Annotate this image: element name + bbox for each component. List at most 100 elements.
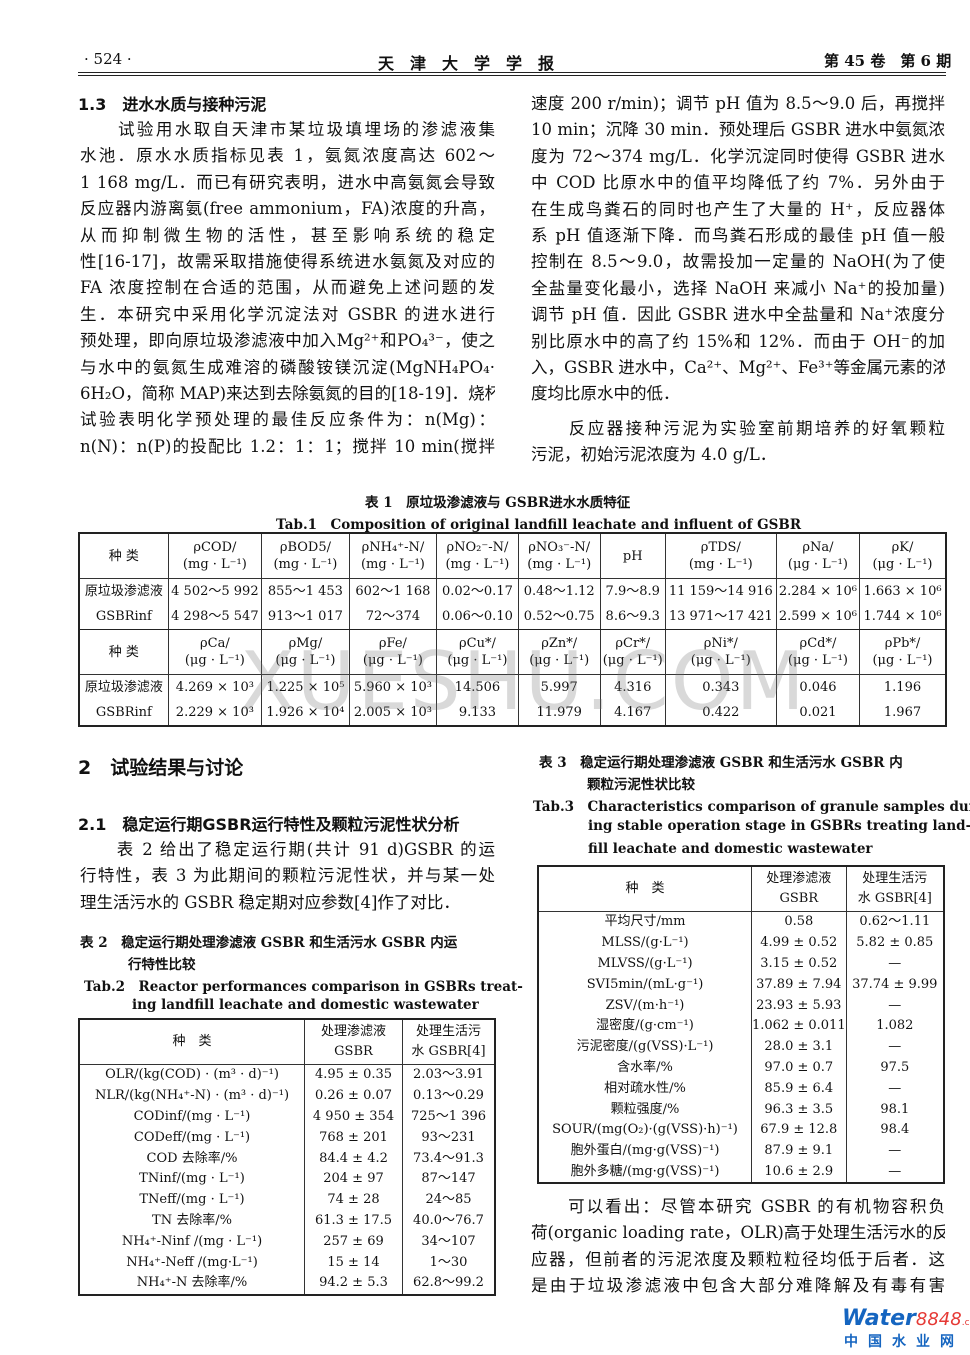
- cell-text: 725～1 396: [410, 1108, 487, 1124]
- cell-text: (μg · L⁻¹): [602, 653, 663, 668]
- table-cell: ρCd*/ (μg · L⁻¹): [775, 629, 861, 675]
- cell-text: ρMg/: [288, 636, 323, 651]
- cell-text: 1～30: [429, 1254, 468, 1270]
- table-cell: 97.0 ± 0.7: [751, 1057, 847, 1079]
- cell-text: 2.005 × 10³: [353, 705, 432, 720]
- table-row: 原垃圾渗滤液 4.269 × 10³ 1.225 × 10⁵ 5.960 × 10³ 1…: [78, 674, 947, 700]
- table-cell: OLR/(kg(COD) · (m³ · d)⁻¹): [78, 1064, 305, 1086]
- text-line: 可以看出：尽管本研究 GSBR 的有机物容积负: [531, 1197, 945, 1216]
- cell-text: ρK/: [891, 540, 914, 555]
- cell-text: TNeff/(mg · L⁻¹): [139, 1192, 245, 1208]
- table-cell: ZSV/(m·h⁻¹): [537, 995, 752, 1016]
- table-cell: 0.422: [664, 700, 777, 726]
- table-cell: 11.979: [517, 700, 601, 726]
- table-cell: 10.6 ± 2.9: [751, 1161, 847, 1184]
- cell-text: CODeff/(mg · L⁻¹): [133, 1129, 251, 1145]
- table-cell: TNeff/(mg · L⁻¹): [78, 1189, 305, 1211]
- table-cell: ρCr*/ (μg · L⁻¹): [599, 629, 666, 675]
- cell-text: NH₄⁺-Ninf /(mg · L⁻¹): [121, 1233, 263, 1249]
- text-line: 生．本研究中采用化学沉淀法对 GSBR 的进水进行: [80, 304, 495, 324]
- table-cell: 602～1 168: [348, 578, 438, 604]
- table1-caption-en: Tab.1 Composition of original landfill l…: [276, 517, 802, 533]
- cell-text: TN 去除率/%: [152, 1212, 232, 1228]
- cell-text: 11 159～14 916: [668, 584, 773, 599]
- table-row: 原垃圾渗滤液 4 502～5 992 855～1 453 602～1 168 0.02～…: [78, 578, 947, 604]
- cell-text: ρCu*/: [459, 636, 496, 651]
- table-cell: ρMg/ (μg · L⁻¹): [261, 629, 350, 675]
- table-row: COD 去除率/% 84.4 ± 4.2 73.4～91.3: [78, 1148, 495, 1169]
- cell-text: 0.06～0.10: [441, 609, 513, 624]
- cell-text: 15 ± 14: [327, 1254, 380, 1270]
- table-cell: 4.269 × 10³: [167, 674, 263, 700]
- cell-text: 水 GSBR[4]: [411, 1044, 486, 1059]
- table-cell: 0.58: [751, 911, 847, 933]
- cell-text: 原垃圾渗滤液: [84, 584, 163, 599]
- table-cell: 8.6～9.3: [599, 604, 666, 630]
- text-line: 10 min；沉降 30 min．预处理后 GSBR 进水中氨氮浓: [531, 120, 945, 140]
- table-row: 含水率/% 97.0 ± 0.7 97.5: [537, 1057, 944, 1079]
- table-row: TN 去除率/% 61.3 ± 17.5 40.0～76.7: [78, 1210, 495, 1232]
- cell-text: 4 298～5 547: [171, 609, 259, 624]
- table-row: 平均尺寸/mm 0.58 0.62～1.11: [537, 911, 944, 933]
- table-cell: ρCOD/ (mg · L⁻¹): [167, 533, 263, 579]
- table-cell: ρNH₄⁺-N/ (mg · L⁻¹): [348, 533, 438, 579]
- cell-text: 4.167: [614, 705, 652, 720]
- cell-text: ρCa/: [200, 636, 230, 651]
- table-cell: 97.5: [845, 1057, 944, 1079]
- table-cell: 37.89 ± 7.94: [751, 974, 847, 996]
- table-cell: 1.744 × 10⁶: [859, 604, 947, 630]
- table-row: 污泥密度/(g(VSS)·L⁻¹) 28.0 ± 3.1 —: [537, 1036, 944, 1058]
- cell-text: 4.269 × 10³: [175, 680, 254, 695]
- table-cell: MLSS/(g·L⁻¹): [537, 932, 752, 954]
- cell-text: 94.2 ± 5.3: [319, 1275, 388, 1291]
- table-cell: 0.021: [775, 700, 861, 726]
- table-cell: 平均尺寸/mm: [537, 911, 752, 933]
- table-cell: 24～85: [402, 1189, 495, 1211]
- cell-text: ρNi*/: [703, 636, 738, 651]
- cell-text: 37.89 ± 7.94: [756, 976, 842, 992]
- table-cell: 98.4: [845, 1119, 944, 1141]
- table-cell: 0.02～0.17: [436, 578, 519, 604]
- table-cell: ρNO₃⁻-N/ (mg · L⁻¹): [517, 533, 601, 579]
- table-cell: CODeff/(mg · L⁻¹): [78, 1127, 305, 1149]
- header-rule: [78, 72, 946, 73]
- table-cell: 0.13～0.29: [402, 1085, 495, 1107]
- cell-text: 97.0 ± 0.7: [764, 1059, 834, 1075]
- cell-text: MLVSS/(g·L⁻¹): [597, 955, 693, 971]
- cell-text: 胞外多糖/(mg·g(VSS)⁻¹): [570, 1163, 720, 1179]
- table2-caption-en: Tab.2 Reactor performances comparison in…: [84, 979, 523, 995]
- cell-text: MLSS/(g·L⁻¹): [601, 935, 689, 951]
- cell-text: 处理渗滤液: [766, 871, 832, 886]
- table-cell: 2.284 × 10⁶: [775, 578, 861, 604]
- table-cell: ρK/ (μg · L⁻¹): [859, 533, 947, 579]
- table-row: 胞外多糖/(mg·g(VSS)⁻¹) 10.6 ± 2.9 —: [537, 1161, 944, 1184]
- table-cell: 96.3 ± 3.5: [751, 1099, 847, 1120]
- cell-text: (μg · L⁻¹): [872, 557, 933, 572]
- journal-title: 天 津 大 学 学 报: [378, 54, 555, 73]
- cell-text: 37.74 ± 9.99: [852, 976, 938, 992]
- table-cell: ρNi*/ (μg · L⁻¹): [664, 629, 777, 675]
- cell-text: ZSV/(m·h⁻¹): [605, 997, 685, 1013]
- table-cell: 855～1 453: [261, 578, 350, 604]
- cell-text: (μg · L⁻¹): [275, 653, 336, 668]
- table-cell: NH₄⁺-Neff /(mg·L⁻¹): [78, 1252, 305, 1273]
- section-heading: 2 试验结果与讨论: [78, 757, 244, 779]
- cell-text: 13 971～17 421: [668, 609, 773, 624]
- table-cell: 胞外蛋白/(mg·g(VSS)⁻¹): [537, 1140, 752, 1162]
- cell-text: 0.02～0.17: [441, 584, 513, 599]
- table-cell: 1.967: [859, 700, 947, 726]
- table-cell: 67.9 ± 12.8: [751, 1119, 847, 1141]
- text-line: 入，GSBR 进水中，Ca²⁺、Mg²⁺、Fe³⁺等金属元素的浓: [531, 358, 945, 377]
- table-row: GSBRinf 2.229 × 10³ 1.926 × 10⁴ 2.005 × 10³…: [78, 700, 947, 726]
- cell-text: NH₄⁺-Neff /(mg·L⁻¹): [126, 1254, 258, 1270]
- table-cell: NLR/(kg(NH₄⁺-N) · (m³ · d)⁻¹): [78, 1085, 305, 1107]
- table-cell: 7.9～8.9: [599, 578, 666, 604]
- cell-text: 97.5: [880, 1059, 910, 1075]
- cell-text: 种 类: [172, 1034, 212, 1049]
- table-cell: 84.4 ± 4.2: [304, 1148, 403, 1169]
- table-cell: CODinf/(mg · L⁻¹): [78, 1106, 305, 1128]
- table-cell: ρNO₂⁻-N/ (mg · L⁻¹): [436, 533, 519, 579]
- cell-text: 胞外蛋白/(mg·g(VSS)⁻¹): [570, 1143, 720, 1159]
- cell-text: (μg · L⁻¹): [787, 653, 848, 668]
- cell-text: 2.229 × 10³: [175, 705, 254, 720]
